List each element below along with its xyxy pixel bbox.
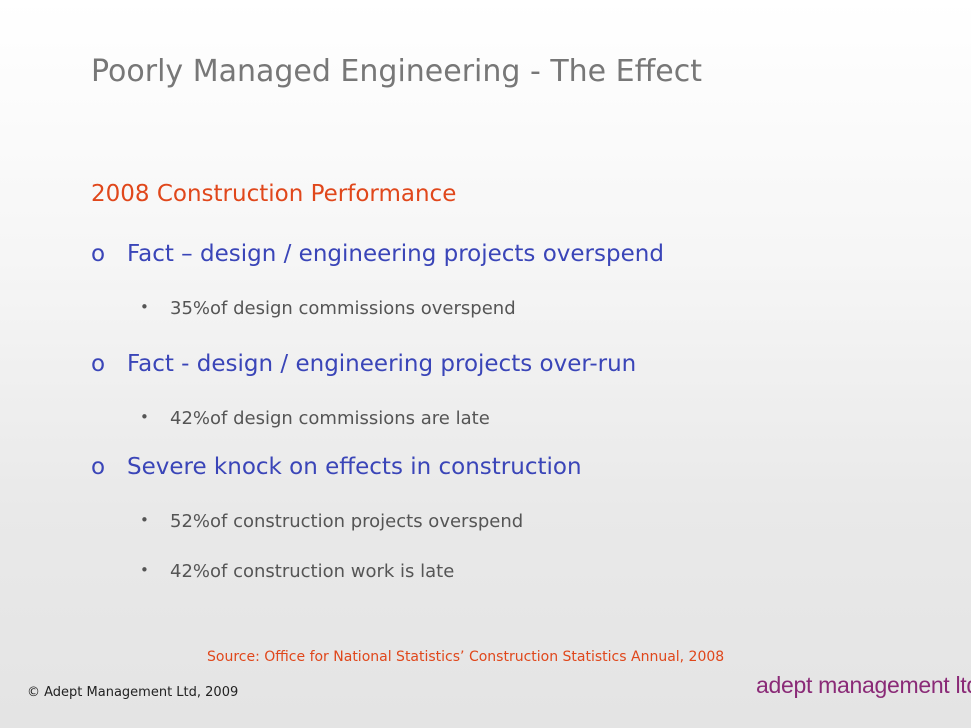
bullet-marker: • (140, 561, 149, 579)
list-marker: o (91, 351, 106, 377)
bullet-item: • 42%of construction work is late (140, 561, 454, 582)
slide-subtitle: 2008 Construction Performance (91, 181, 457, 207)
bullet-text: 52%of construction projects overspend (170, 511, 524, 532)
bullet-item: • 52%of construction projects overspend (140, 511, 523, 532)
bullet-marker: • (140, 298, 149, 316)
bullet-text: 42%of construction work is late (170, 561, 455, 582)
source-citation: Source: Office for National Statistics’ … (207, 649, 725, 665)
copyright-notice: © Adept Management Ltd, 2009 (27, 685, 239, 700)
fact-item: o Severe knock on effects in construction (91, 454, 582, 480)
list-marker: o (91, 454, 106, 480)
fact-item: o Fact – design / engineering projects ov… (91, 241, 664, 267)
fact-text: Fact - design / engineering projects ove… (127, 351, 637, 377)
fact-item: o Fact - design / engineering projects ov… (91, 351, 636, 377)
company-logo: adept management ltd (756, 672, 971, 698)
bullet-item: • 35%of design commissions overspend (140, 298, 516, 319)
slide-title: Poorly Managed Engineering - The Effect (91, 54, 703, 89)
bullet-marker: • (140, 408, 149, 426)
list-marker: o (91, 241, 106, 267)
bullet-item: • 42%of design commissions are late (140, 408, 490, 429)
fact-text: Fact – design / engineering projects ove… (127, 241, 664, 267)
fact-text: Severe knock on effects in construction (127, 454, 582, 480)
bullet-text: 35%of design commissions overspend (170, 298, 516, 319)
bullet-marker: • (140, 511, 149, 529)
bullet-text: 42%of design commissions are late (170, 408, 490, 429)
